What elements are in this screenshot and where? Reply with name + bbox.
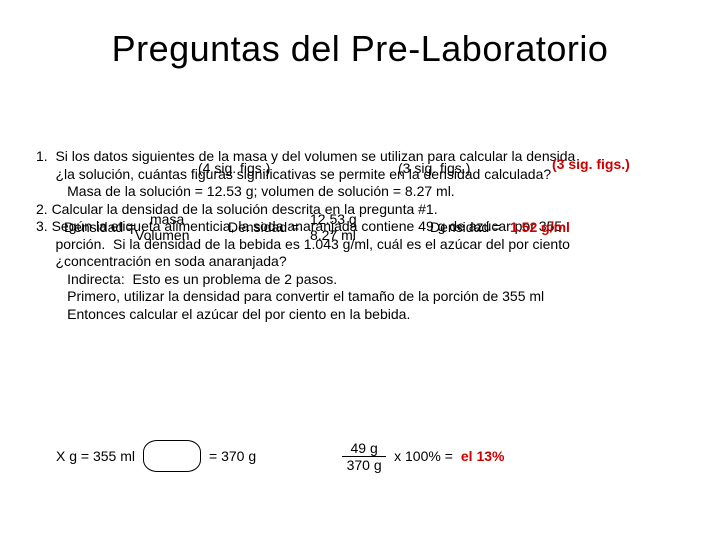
calc-xg: X g = 355 ml [56, 448, 135, 464]
overlay-masa: masa [150, 211, 184, 227]
calc-row: X g = 355 ml = 370 g 49 g 370 g x 100% =… [56, 440, 504, 472]
overlay-densidad-label-mid: Densidad = [228, 219, 299, 235]
q2-line1: 2. Calcular la densidad de la solución d… [36, 201, 716, 219]
q1-line3: Masa de la solución = 12.53 g; volumen d… [36, 183, 716, 201]
calc-frac-num: 49 g [350, 441, 377, 456]
calc-fraction: 49 g 370 g [342, 441, 386, 472]
overlay-density-result: 1.52 g/ml [510, 219, 570, 235]
overlay-3sigfigs-b: (3 sig. figs.) [552, 156, 630, 172]
q3-line3: ¿concentración en soda anaranjada? [36, 253, 716, 271]
overlay-volumen: Volumen [135, 227, 189, 243]
calc-result-13: el 13% [461, 448, 505, 464]
overlay-4sigfigs: (4 sig. figs.) [198, 160, 270, 176]
slide-title: Preguntas del Pre-Laboratorio [0, 0, 720, 70]
overlay-densidad-label-right: Densidad = [430, 219, 501, 235]
calc-x100: x 100% = [394, 448, 453, 464]
calc-frac-den: 370 g [342, 456, 386, 472]
overlay-vol-value: 8.27 ml [310, 227, 356, 243]
overlay-mass-value: 12.53 g [310, 211, 357, 227]
q3-line5: Primero, utilizar la densidad para conve… [36, 288, 716, 306]
calc-eq-370: = 370 g [209, 448, 256, 464]
overlay-densidad-eq-left: Densidad = [64, 219, 135, 235]
overlay-3sigfigs-a: (3 sig. figs.) [398, 160, 470, 176]
calc-blank-box [143, 440, 201, 472]
q3-line6: Entonces calcular el azúcar del por cien… [36, 306, 716, 324]
q3-line4: Indirecta: Esto es un problema de 2 paso… [36, 271, 716, 289]
